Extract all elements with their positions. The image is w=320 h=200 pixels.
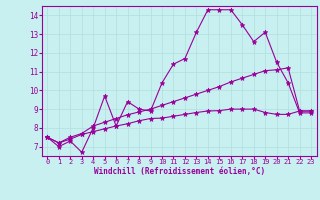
X-axis label: Windchill (Refroidissement éolien,°C): Windchill (Refroidissement éolien,°C) [94,167,265,176]
